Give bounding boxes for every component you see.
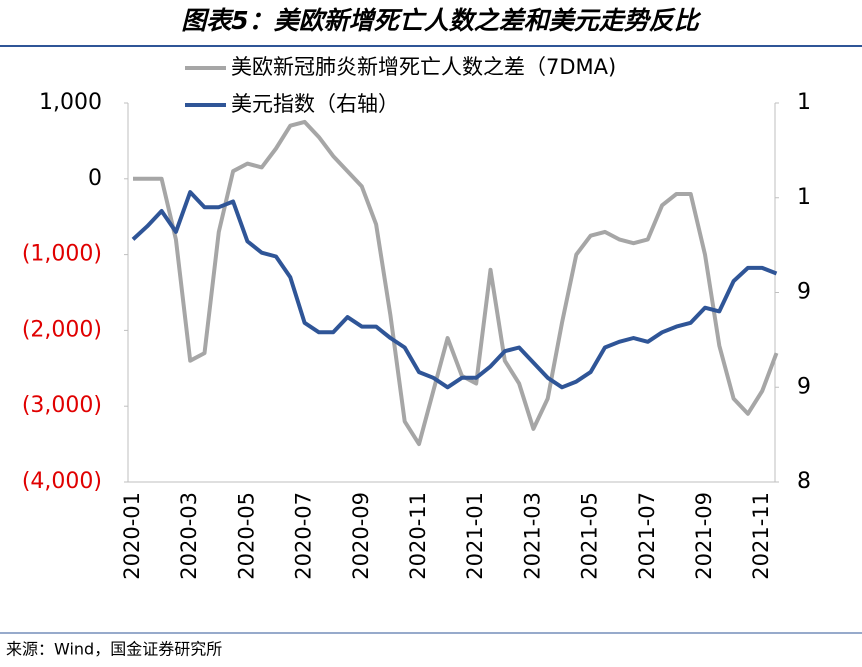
x-tick-label: 2021-09 [692,492,716,580]
chart-title: 图表5：美欧新增死亡人数之差和美元走势反比 [181,6,701,35]
y-tick-label: (2,000) [22,317,102,342]
x-tick-label: 2020-03 [177,492,201,580]
x-tick-label: 2021-03 [520,492,544,580]
x-tick-label: 2020-07 [292,492,316,580]
legend-label: 美欧新冠肺炎新增死亡人数之差（7DMA) [231,55,616,79]
y2-tick-label: 9 [797,280,811,305]
x-tick-label: 2020-11 [406,492,430,580]
y-tick-label: (3,000) [22,393,102,418]
y2-tick-label: 1 [797,185,811,210]
y2-tick-label: 1 [797,90,811,115]
y-tick-label: 0 [88,166,102,191]
y2-tick-label: 8 [797,469,811,494]
y2-tick-label: 9 [797,374,811,399]
source: 来源：Wind，国金证券研究所 [6,640,222,659]
x-tick-label: 2020-09 [349,492,373,580]
x-tick-label: 2021-11 [749,492,773,580]
series-line [133,119,779,447]
y-tick-label: (4,000) [22,469,102,494]
x-tick-label: 2020-05 [234,492,258,580]
legend-label: 美元指数（右轴） [231,92,399,116]
x-tick-label: 2021-01 [463,492,487,580]
y-tick-label: (1,000) [22,242,102,267]
y-tick-label: 1,000 [39,90,102,115]
x-tick-label: 2021-05 [578,492,602,580]
x-tick-label: 2020-01 [120,492,144,580]
x-tick-label: 2021-07 [635,492,659,580]
series-line [131,190,778,390]
